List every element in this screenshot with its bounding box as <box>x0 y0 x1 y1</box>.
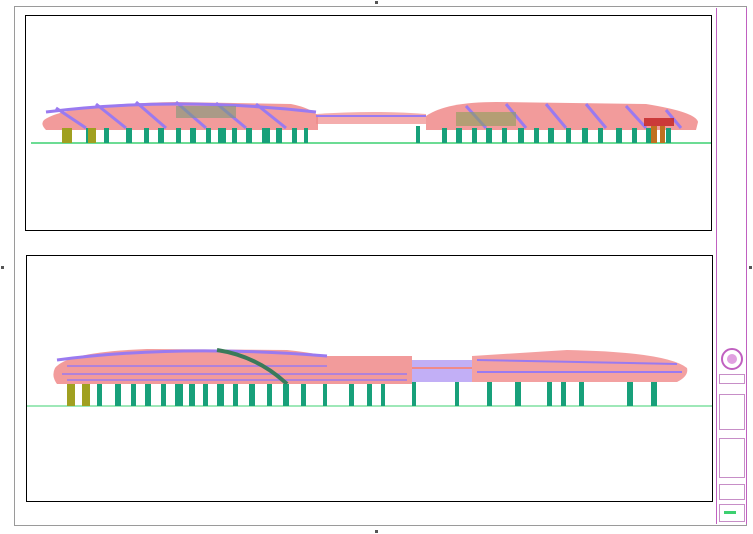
roof-right-purlins <box>476 359 682 373</box>
roof-main-truss <box>216 348 289 386</box>
columns-bottom-olive <box>67 384 90 406</box>
title-block <box>716 8 747 524</box>
sheet-tick-top <box>375 1 378 4</box>
roof-right <box>472 350 688 382</box>
sheet-tick-left <box>1 266 4 269</box>
sheet-tick-right <box>749 266 752 269</box>
columns-top-right <box>416 126 671 143</box>
title-block-info <box>719 394 745 430</box>
roof-mid <box>412 360 472 382</box>
roof-left-ridge <box>45 102 317 114</box>
roof-right-panel <box>456 112 516 126</box>
columns-top-left <box>62 128 308 143</box>
roof-right-accent <box>644 118 674 126</box>
roof-main-purlins <box>62 365 407 381</box>
title-block-sheet-number <box>719 504 745 522</box>
title-block-revision <box>719 484 745 500</box>
elevation-drawing-bottom <box>27 348 712 407</box>
elevation-drawing-top <box>31 100 711 144</box>
logo-mark <box>721 348 743 370</box>
roof-main-ridge <box>56 349 328 362</box>
columns-top-left-olive <box>62 128 96 143</box>
roof-left-panel <box>176 106 236 118</box>
title-block-notes <box>719 438 745 478</box>
connector-roof <box>316 112 426 124</box>
elevation-view-bottom[interactable] <box>26 255 713 502</box>
columns-top-right-accent <box>651 126 665 143</box>
title-block-project <box>719 374 745 384</box>
elevation-view-top[interactable] <box>25 15 712 231</box>
columns-bottom <box>97 382 657 406</box>
sheet-tick-bottom <box>375 530 378 533</box>
